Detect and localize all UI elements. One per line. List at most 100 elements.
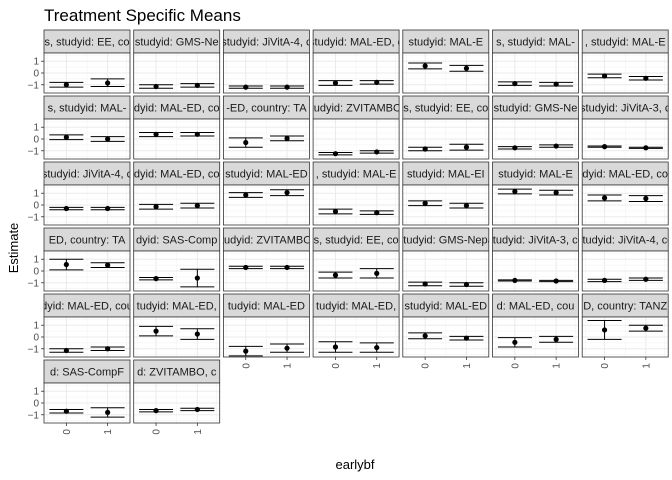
x-tick-label: 0 xyxy=(152,429,163,435)
facet-strip-label: studyid: JiVitA-3, co xyxy=(487,235,583,247)
x-tick-label: 1 xyxy=(552,363,563,369)
facet-strip-label: ED, country: TA xyxy=(49,235,126,247)
estimate-point xyxy=(422,333,428,339)
x-tick-label: 0 xyxy=(331,363,342,369)
facet-panel: studyid: JiVitA-4, c10−1 xyxy=(28,161,133,226)
facet-strip-label: dyid: MAL-ED, co xyxy=(134,169,220,181)
estimate-point xyxy=(194,202,200,209)
y-tick-label: 0 xyxy=(33,399,39,410)
y-tick-label: 1 xyxy=(33,387,39,398)
y-tick-label: 1 xyxy=(33,123,39,134)
facet-panel: studyid: MAL-ED, c xyxy=(312,29,400,94)
estimate-point xyxy=(643,195,649,202)
estimate-point xyxy=(153,276,159,282)
facet-strip-label: s, studyid: MAL- xyxy=(496,37,575,49)
y-tick-label: −1 xyxy=(28,344,40,355)
estimate-point xyxy=(284,345,290,351)
panel-border xyxy=(581,52,669,94)
estimate-point xyxy=(463,335,470,341)
estimate-point xyxy=(284,135,290,142)
estimate-point xyxy=(243,139,249,146)
estimate-point xyxy=(512,80,518,87)
estimate-point xyxy=(105,136,111,142)
x-tick-label: 1 xyxy=(193,429,204,435)
estimate-point xyxy=(601,327,608,333)
facet-strip-label: d: SAS-CompF xyxy=(50,367,124,379)
estimate-point xyxy=(153,328,159,334)
panel-border xyxy=(133,250,221,292)
estimate-point xyxy=(332,151,339,157)
facet-panel: s, studyid: EE, co xyxy=(312,227,400,292)
x-tick-label: 0 xyxy=(241,363,252,369)
y-tick-label: 0 xyxy=(33,267,39,278)
estimate-point xyxy=(553,278,559,284)
estimate-point xyxy=(374,344,380,351)
estimate-point xyxy=(284,190,290,196)
panel-border xyxy=(402,52,490,94)
facet-panel: studyid: JiVitA-4, c xyxy=(221,29,312,94)
estimate-point xyxy=(63,134,69,140)
facet-panel: s, studyid: EE, co 10−1 xyxy=(28,29,131,94)
estimate-point xyxy=(105,346,111,352)
estimate-point xyxy=(463,202,470,209)
x-tick-label: 1 xyxy=(641,363,652,369)
facet-strip-label: d: ZVITAMBO, c xyxy=(137,367,217,379)
estimate-point xyxy=(512,145,518,151)
estimate-point xyxy=(194,82,200,88)
estimate-point xyxy=(243,348,249,354)
x-tick-label: 0 xyxy=(600,363,611,369)
y-tick-label: 0 xyxy=(33,69,39,80)
facet-panel: studyid: MAL-E xyxy=(492,161,579,226)
y-tick-label: 1 xyxy=(33,189,39,200)
panel-border xyxy=(581,118,669,160)
estimate-point xyxy=(422,281,428,287)
panel-border xyxy=(581,184,669,226)
x-tick-label: 0 xyxy=(62,429,73,435)
panel-border xyxy=(222,52,310,94)
panel-border xyxy=(312,52,400,94)
facet-panel: dyid: MAL-ED, co xyxy=(581,161,669,226)
estimate-point xyxy=(332,272,339,278)
facet-panel: s, studyid: MAL- 10−1 xyxy=(28,95,131,160)
x-tick-label: 0 xyxy=(421,363,432,369)
y-axis-title: Estimate xyxy=(6,223,21,274)
panel-border xyxy=(312,184,400,226)
facet-strip-label: studyid: MAL-E xyxy=(409,37,484,49)
estimate-point xyxy=(553,81,559,87)
facet-strip-label: studyid: JiVitA-4, c xyxy=(221,37,312,49)
panel-border xyxy=(312,118,400,160)
facet-strip-label: dyid: MAL-ED, co xyxy=(582,169,668,181)
estimate-point xyxy=(105,409,111,416)
x-tick-label: 1 xyxy=(103,429,114,435)
facet-strip-label: studyid: GMS-Ne xyxy=(494,103,578,115)
facet-strip-label: dyid: SAS-Comp xyxy=(136,235,217,247)
facet-strip-label: studyid: MAL-E xyxy=(498,169,573,181)
facet-strip-label: studyid: JiVitA-3, c xyxy=(580,103,671,115)
estimate-point xyxy=(194,406,200,413)
facet-panel: studyid: GMS-Ne xyxy=(492,95,579,160)
estimate-point xyxy=(643,75,649,81)
estimate-point xyxy=(243,264,249,271)
estimate-point xyxy=(153,83,159,90)
panel-border xyxy=(492,184,579,226)
panel-border xyxy=(402,250,490,292)
estimate-point xyxy=(512,188,518,195)
facet-panel: , studyid: MAL-E xyxy=(312,161,400,226)
facet-strip-label: s, studyid: EE, co xyxy=(314,235,399,247)
facet-strip-label: studyid: JiVitA-4, c xyxy=(42,169,133,181)
facet-strip-label: tudyid: MAL-ED, xyxy=(137,301,217,313)
facet-panel: d: ZVITAMBO, c 0 1 xyxy=(133,359,221,435)
y-tick-label: 0 xyxy=(33,135,39,146)
facet-strip-label: dyid: MAL-ED, cou xyxy=(41,301,133,313)
chart-title: Treatment Specific Means xyxy=(44,6,241,25)
estimate-point xyxy=(422,200,428,206)
estimate-point xyxy=(105,205,111,212)
estimate-point xyxy=(243,192,249,198)
facet-panel: tudyid: ZVITAMBO xyxy=(312,95,400,160)
estimate-point xyxy=(643,325,649,331)
facet-panel: -ED, country: TA xyxy=(222,95,310,160)
estimate-point xyxy=(601,277,608,284)
facet-strip-label: d: MAL-ED, cou xyxy=(497,301,575,313)
